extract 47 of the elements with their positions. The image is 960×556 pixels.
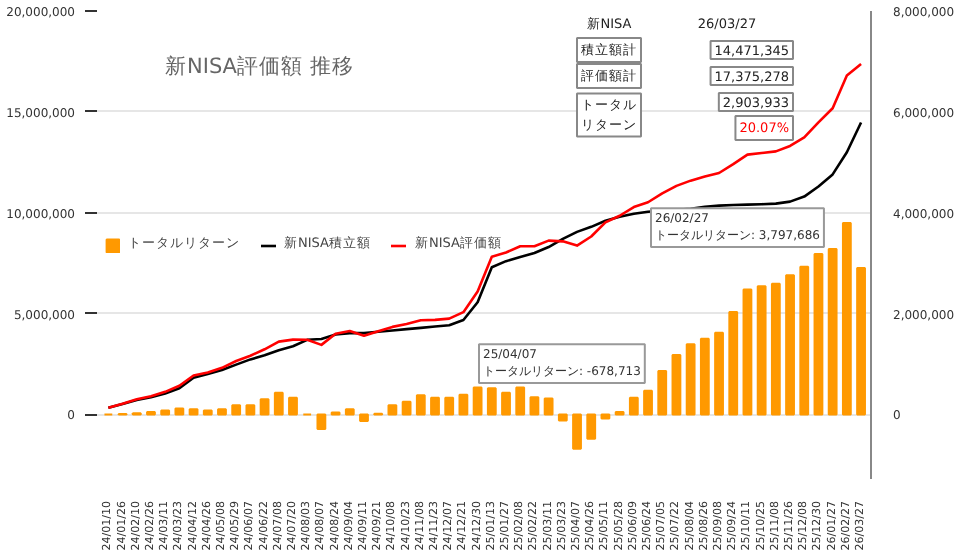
bar [444, 396, 455, 416]
bar [344, 408, 355, 416]
bar [628, 396, 639, 416]
bar [572, 413, 582, 450]
bar [430, 396, 440, 416]
bar [515, 386, 526, 416]
text: 新NISA評価額 推移 [165, 53, 354, 79]
bar [529, 396, 540, 416]
bar [472, 386, 483, 416]
bar [188, 408, 199, 416]
bar [415, 394, 426, 416]
bar [699, 337, 710, 416]
bar [671, 353, 682, 416]
bar [600, 413, 611, 420]
bar [742, 288, 753, 416]
bar [813, 253, 824, 416]
bar [841, 221, 852, 416]
bar [401, 400, 412, 416]
bar [785, 274, 795, 416]
bar [728, 311, 739, 416]
bar [359, 413, 369, 422]
bar [217, 408, 227, 416]
bar [557, 413, 568, 422]
bar [387, 404, 398, 416]
bar [770, 282, 781, 416]
bar [856, 267, 866, 416]
bar [273, 391, 284, 416]
bar [827, 248, 838, 416]
bar [657, 370, 668, 416]
bar [245, 404, 256, 416]
bar [316, 413, 327, 431]
bar [685, 343, 696, 416]
bar [714, 331, 724, 416]
bar [486, 387, 497, 416]
bar [756, 285, 767, 416]
bar [259, 398, 270, 416]
bar [643, 389, 653, 416]
bar [586, 413, 597, 440]
bar [458, 393, 469, 416]
bar [231, 404, 242, 416]
bar [160, 409, 171, 416]
bar [543, 397, 554, 416]
bar [799, 265, 810, 416]
bar [501, 391, 511, 416]
bar [174, 407, 185, 416]
bar [288, 396, 298, 416]
bar [202, 409, 213, 416]
